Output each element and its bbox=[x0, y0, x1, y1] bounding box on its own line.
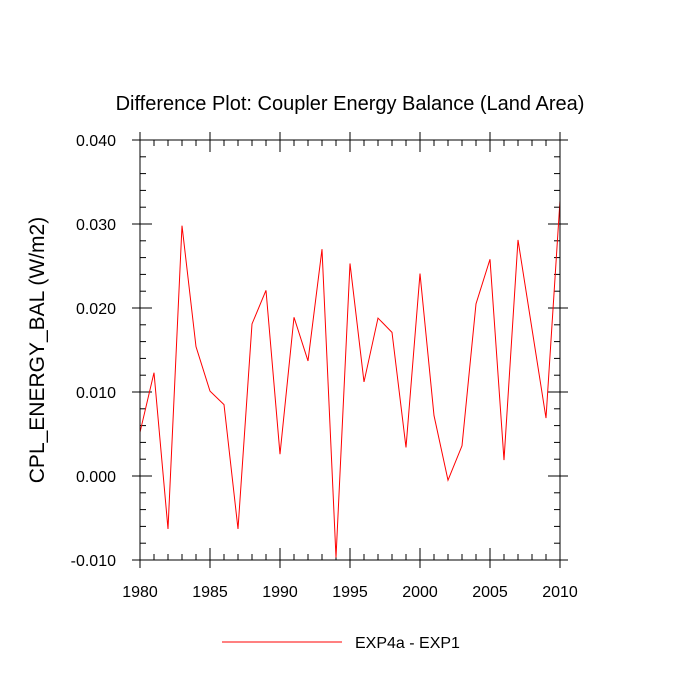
legend-label: EXP4a - EXP1 bbox=[355, 635, 460, 652]
x-tick-label: 1995 bbox=[332, 584, 368, 601]
x-tick-label: 2005 bbox=[472, 584, 508, 601]
legend: EXP4a - EXP1 bbox=[222, 635, 460, 652]
axis-tick-labels: 1980 1985 1990 1995 2000 2005 2010 -0.010 0.000 0… bbox=[71, 133, 578, 601]
y-tick-label: 0.000 bbox=[76, 469, 116, 486]
y-tick-label: 0.030 bbox=[76, 217, 116, 234]
plot-frame bbox=[139, 139, 561, 561]
chart-title: Difference Plot: Coupler Energy Balance … bbox=[116, 93, 585, 115]
series-layer bbox=[139, 200, 561, 558]
x-tick-label: 1990 bbox=[262, 584, 298, 601]
y-tick-label: 0.040 bbox=[76, 133, 116, 150]
x-tick-label: 2000 bbox=[402, 584, 438, 601]
y-tick-label: -0.010 bbox=[71, 553, 116, 570]
series-line bbox=[139, 200, 561, 558]
x-tick-label: 1985 bbox=[192, 584, 228, 601]
y-tick-label: 0.020 bbox=[76, 301, 116, 318]
x-tick-label: 2010 bbox=[542, 584, 578, 601]
x-tick-label: 1980 bbox=[122, 584, 158, 601]
y-axis-label: CPL_ENERGY_BAL (W/m2) bbox=[26, 217, 49, 483]
y-tick-label: 0.010 bbox=[76, 385, 116, 402]
